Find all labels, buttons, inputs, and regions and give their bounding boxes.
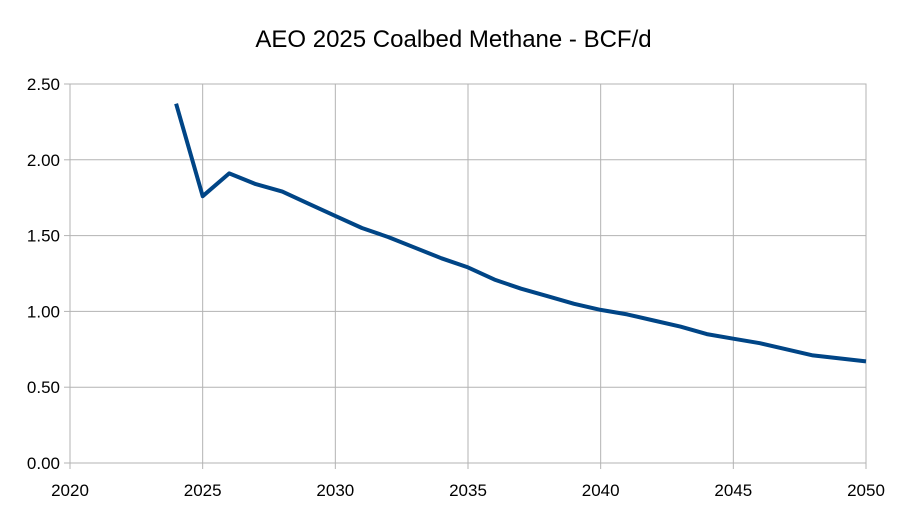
y-tick-label: 1.00 xyxy=(27,302,60,321)
x-tick-label: 2025 xyxy=(184,481,222,500)
chart-title: AEO 2025 Coalbed Methane - BCF/d xyxy=(255,26,652,53)
y-tick-label: 0.50 xyxy=(27,378,60,397)
y-tick-label: 2.50 xyxy=(27,75,60,94)
y-tick-label: 2.00 xyxy=(27,151,60,170)
series-line xyxy=(174,103,867,364)
x-tick-label: 2020 xyxy=(51,481,89,500)
series-group xyxy=(174,103,867,364)
y-axis-ticks: 0.00 0.50 1.00 1.50 2.00 2.50 xyxy=(27,75,60,473)
x-axis-ticks: 2020 2025 2030 2035 2040 2045 2050 xyxy=(51,481,885,500)
x-tick-label: 2035 xyxy=(449,481,487,500)
y-tick-label: 1.50 xyxy=(27,227,60,246)
x-tick-label: 2030 xyxy=(316,481,354,500)
x-tick-label: 2040 xyxy=(582,481,620,500)
x-tick-label: 2045 xyxy=(714,481,752,500)
grid-lines xyxy=(64,83,867,469)
y-tick-label: 0.00 xyxy=(27,454,60,473)
x-tick-label: 2050 xyxy=(847,481,885,500)
plot-area-border xyxy=(69,83,867,464)
